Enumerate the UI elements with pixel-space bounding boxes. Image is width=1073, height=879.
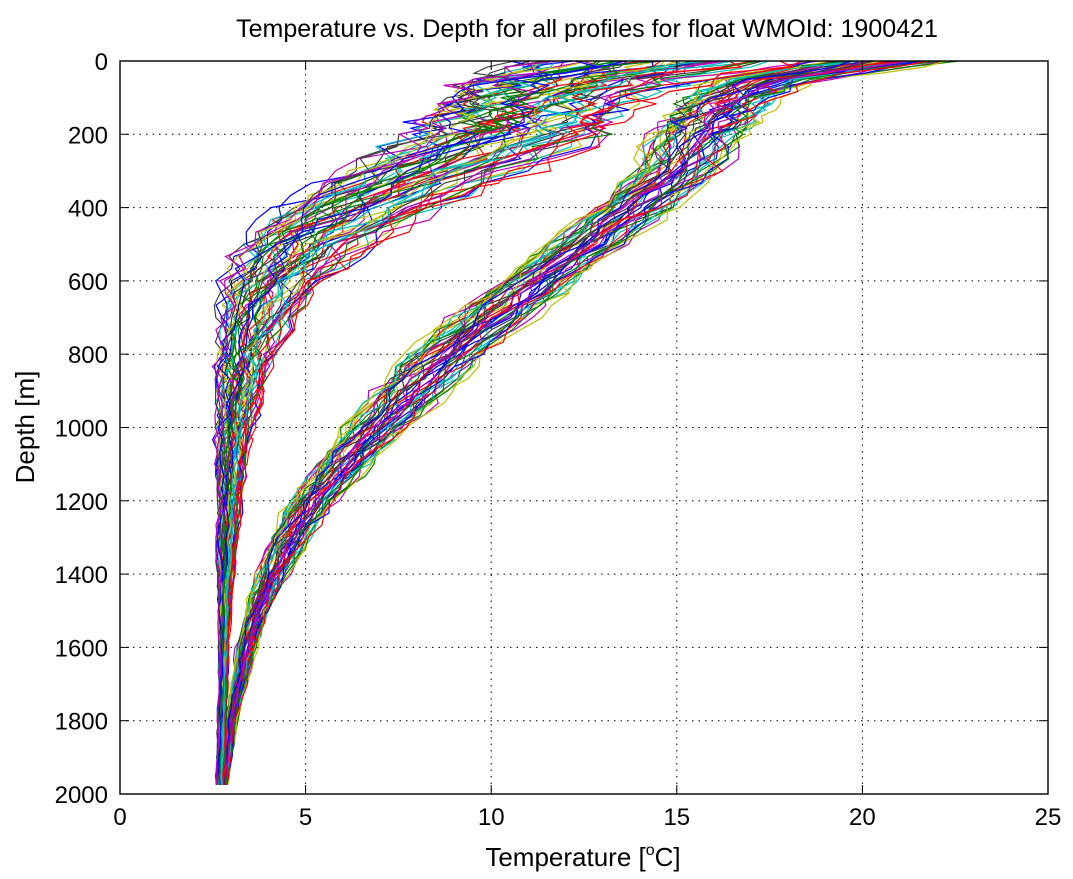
y-tick-label: 1800 xyxy=(55,709,108,736)
x-tick-label: 25 xyxy=(1035,804,1062,831)
profile-line xyxy=(222,61,795,785)
x-tick-label: 0 xyxy=(113,804,126,831)
y-tick-label: 400 xyxy=(68,196,108,223)
profile-line xyxy=(221,61,847,785)
profile-line xyxy=(221,61,812,785)
y-tick-label: 2000 xyxy=(55,782,108,809)
y-tick-label: 1000 xyxy=(55,416,108,443)
profile-line xyxy=(220,61,811,785)
x-tick-label: 5 xyxy=(299,804,312,831)
profile-line xyxy=(223,61,874,785)
x-tick-label: 20 xyxy=(849,804,876,831)
profile-line xyxy=(224,61,875,785)
x-axis-label-unit: C] xyxy=(655,842,681,872)
x-tick-label: 15 xyxy=(663,804,690,831)
y-tick-label: 200 xyxy=(68,122,108,149)
profile-line xyxy=(223,61,910,785)
profile-line xyxy=(223,61,803,785)
profile-line xyxy=(225,61,942,785)
x-axis-label-text: Temperature [ xyxy=(485,842,646,872)
x-tick-label: 10 xyxy=(478,804,505,831)
profile-lines xyxy=(211,61,960,785)
y-tick-label: 1400 xyxy=(55,562,108,589)
y-tick-label: 600 xyxy=(68,269,108,296)
profile-line xyxy=(217,61,626,785)
profile-line xyxy=(221,61,853,785)
y-tick-label: 0 xyxy=(95,49,108,76)
chart-title: Temperature vs. Depth for all profiles f… xyxy=(236,15,938,43)
profile-line xyxy=(221,61,805,785)
axis-ticks: 0 5 10 15 20 25 0 200 400 600 800 1000 1200 1400 1600 1… xyxy=(55,49,1062,831)
profile-line xyxy=(226,61,913,785)
y-tick-label: 1200 xyxy=(55,489,108,516)
y-tick-label: 800 xyxy=(68,342,108,369)
profile-line xyxy=(227,61,947,785)
profile-line xyxy=(211,61,536,785)
profile-line xyxy=(220,61,734,785)
x-axis-label: Temperature [oC] xyxy=(485,842,680,872)
profile-line xyxy=(220,61,705,785)
profile-line xyxy=(226,61,930,785)
x-axis-label-superscript: o xyxy=(646,842,655,859)
y-axis-label: Depth [m] xyxy=(10,371,40,484)
profile-line xyxy=(224,61,939,785)
profile-line xyxy=(213,61,517,785)
y-tick-label: 1600 xyxy=(55,635,108,662)
profile-line xyxy=(225,61,960,785)
